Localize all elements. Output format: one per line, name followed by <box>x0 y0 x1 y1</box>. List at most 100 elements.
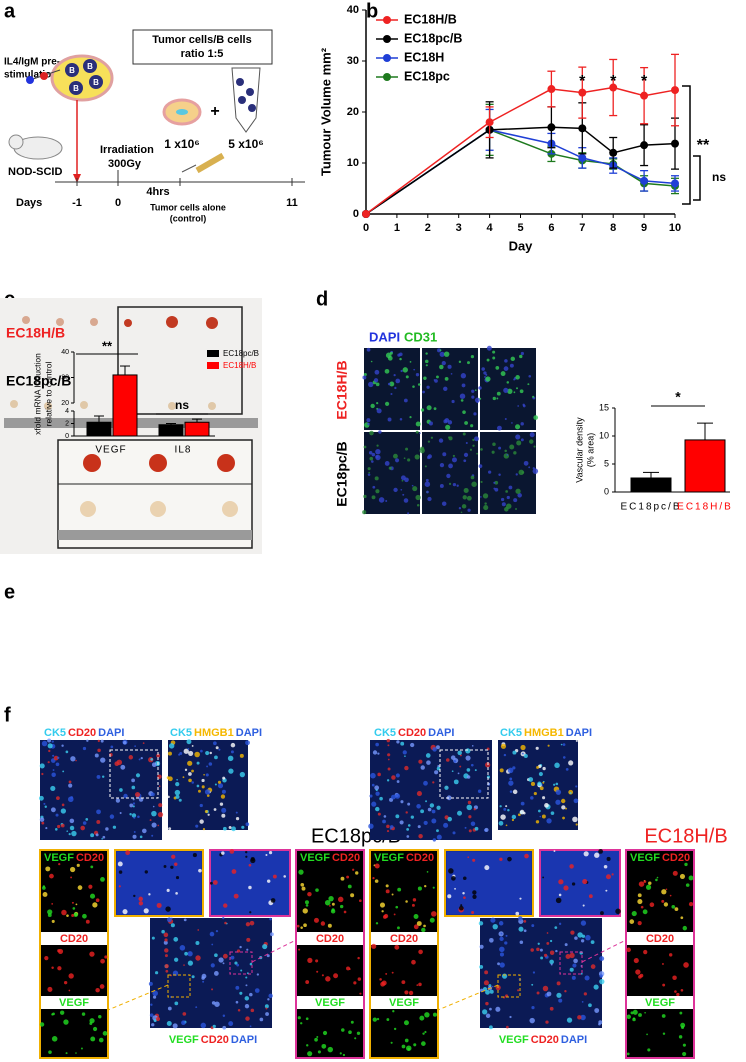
y-tick-label: 30 <box>347 55 359 67</box>
micro-dot <box>316 970 319 973</box>
micro-dot <box>577 932 583 938</box>
micro-dot <box>638 1013 642 1017</box>
micro-dot <box>152 990 158 997</box>
micro-dot <box>222 776 226 780</box>
micro-dot <box>102 1031 108 1036</box>
x-tick-label: 3 <box>456 222 462 234</box>
micro-dot <box>100 877 105 882</box>
micro-dot <box>396 740 400 744</box>
micro-dot <box>513 391 516 394</box>
micro-dot <box>241 825 245 829</box>
micro-dot <box>387 758 390 761</box>
micro-dot <box>485 1001 489 1006</box>
micro-dot <box>439 484 444 488</box>
micro-dot <box>245 984 248 987</box>
micro-dot <box>102 835 106 839</box>
stain-name: CD20 <box>68 727 96 739</box>
stain-label: CK5 HMGB1 DAPI <box>500 727 592 739</box>
micro-dot <box>605 874 612 880</box>
micro-dot <box>436 375 439 379</box>
micro-dot <box>499 952 505 957</box>
micro-dot <box>369 794 373 798</box>
micro-dot <box>48 749 51 753</box>
micro-dot <box>504 941 508 945</box>
micro-dot <box>333 973 339 979</box>
micro-dot <box>505 934 508 937</box>
micro-dot <box>268 851 273 855</box>
micro-dot <box>214 953 218 958</box>
micro-dot <box>448 482 452 485</box>
micro-dot <box>463 459 467 463</box>
legend-marker <box>383 54 391 62</box>
micro-dot <box>41 821 45 825</box>
micro-dot <box>205 773 209 777</box>
micro-dot <box>157 824 160 827</box>
micro-dot <box>383 913 389 919</box>
micro-dot <box>89 893 96 899</box>
stain-label: CK5 CD20 DAPI <box>44 727 124 739</box>
micro-dot <box>626 1014 631 1020</box>
micro-dot <box>132 798 135 801</box>
x-tick-label: 2 <box>425 222 431 234</box>
micro-dot <box>387 753 391 757</box>
micro-dot <box>375 382 380 387</box>
micro-dot <box>195 955 201 961</box>
micro-dot <box>489 989 494 994</box>
stain-name: VEGF <box>169 1034 199 1046</box>
micro-dot <box>144 870 148 874</box>
micro-dot <box>492 356 496 360</box>
legend-label: EC18pc/B <box>404 31 462 45</box>
tumor <box>22 316 30 324</box>
micro-dot <box>532 971 536 974</box>
micro-dot <box>249 1025 252 1028</box>
micro-dot <box>72 907 76 910</box>
micro-dot <box>387 767 391 771</box>
micro-dot <box>467 508 471 512</box>
micro-dot <box>250 857 256 864</box>
micro-dot <box>519 940 524 944</box>
micro-dot <box>381 980 387 986</box>
stain-name: CK5 <box>44 727 66 739</box>
micro-dot <box>527 383 530 386</box>
micro-dot <box>401 980 406 985</box>
micro-dot <box>582 879 588 885</box>
micro-dot <box>407 1047 411 1051</box>
micro-dot <box>511 814 517 820</box>
micro-dot <box>222 1025 227 1030</box>
micro-dot <box>412 385 415 388</box>
point <box>485 118 494 127</box>
label: EC18H/B <box>334 360 350 419</box>
micro-dot <box>476 400 479 404</box>
micro-dot <box>213 808 217 811</box>
micro-dot <box>683 962 689 968</box>
micro-dot <box>47 913 52 917</box>
micro-dot <box>245 740 250 746</box>
micro-dot <box>615 908 621 915</box>
micro-dot <box>234 961 238 965</box>
ruler <box>58 530 252 540</box>
micro-dot <box>688 875 694 881</box>
micro-dot <box>655 878 658 882</box>
micro-dot <box>163 940 168 945</box>
micro-dot <box>564 943 568 947</box>
micro-dot <box>491 985 494 988</box>
micro-dot <box>166 917 172 923</box>
micro-dot <box>635 969 641 975</box>
micro-dot <box>501 502 506 507</box>
micro-dot <box>206 765 209 768</box>
micro-dot <box>474 436 479 442</box>
micro-dot <box>222 916 225 920</box>
micro-dot <box>413 924 419 930</box>
micro-dot <box>80 825 85 831</box>
micro-dot <box>493 481 496 484</box>
micro-dot <box>466 775 471 779</box>
tumor <box>124 319 132 327</box>
micro-dot <box>388 466 392 470</box>
micro-dot <box>466 768 471 772</box>
micro-dot <box>517 405 519 407</box>
micro-dot <box>424 1030 427 1034</box>
micro-dot <box>397 353 401 357</box>
stain-name: DAPI <box>561 1034 587 1046</box>
micro-dot <box>460 373 467 379</box>
micro-dot <box>373 378 379 383</box>
